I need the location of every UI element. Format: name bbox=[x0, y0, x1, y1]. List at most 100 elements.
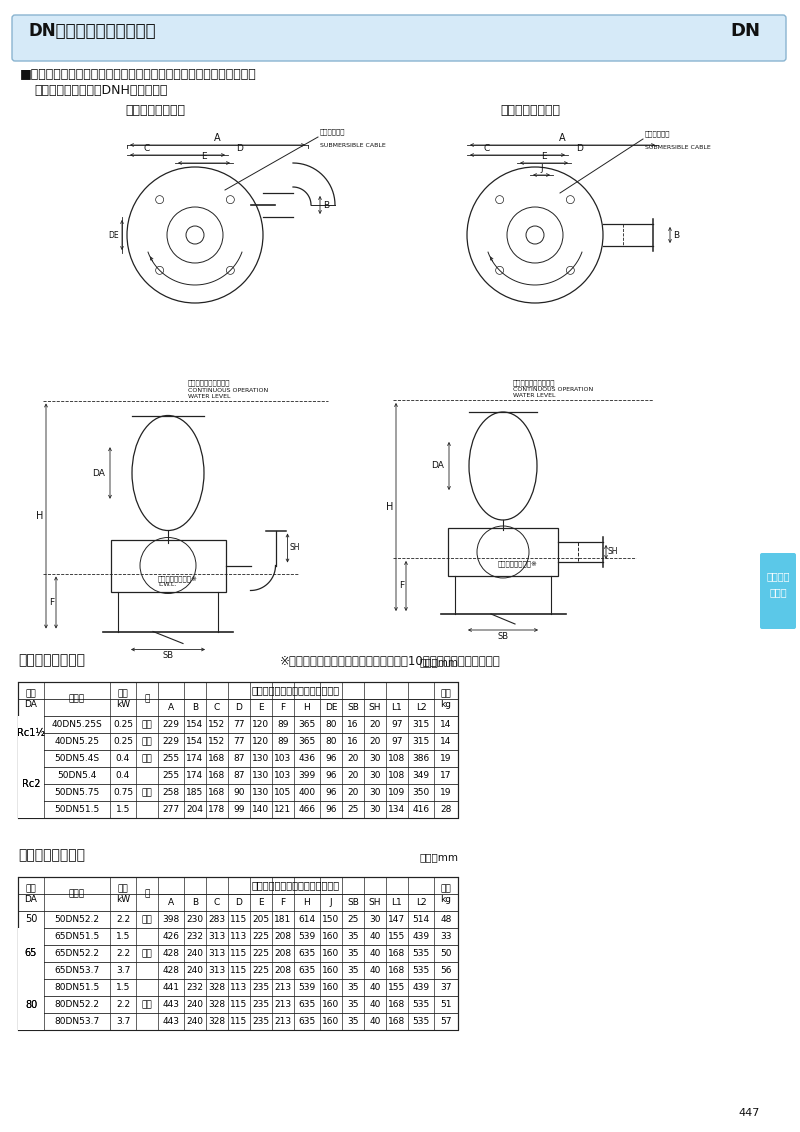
Text: D: D bbox=[235, 898, 242, 907]
Text: B: B bbox=[192, 898, 198, 907]
Text: DA: DA bbox=[431, 462, 444, 471]
Text: H: H bbox=[386, 501, 393, 512]
Text: 204: 204 bbox=[186, 805, 203, 814]
Text: A: A bbox=[214, 132, 221, 143]
Text: H: H bbox=[304, 898, 310, 907]
Text: 441: 441 bbox=[162, 983, 179, 992]
Text: Rc2: Rc2 bbox=[22, 779, 40, 789]
Text: SH: SH bbox=[369, 703, 382, 712]
Text: 103: 103 bbox=[274, 771, 292, 780]
Text: Rc1½: Rc1½ bbox=[17, 728, 45, 738]
Text: Rc1½: Rc1½ bbox=[17, 728, 45, 738]
Text: 386: 386 bbox=[412, 754, 430, 763]
Text: SH: SH bbox=[369, 898, 382, 907]
Text: 40: 40 bbox=[370, 1000, 381, 1009]
Text: 365: 365 bbox=[298, 737, 316, 746]
Text: 0.25: 0.25 bbox=[113, 720, 133, 729]
Text: 160: 160 bbox=[322, 932, 340, 941]
Text: 65DN53.7: 65DN53.7 bbox=[54, 966, 100, 975]
Text: 178: 178 bbox=[208, 805, 226, 814]
Text: 160: 160 bbox=[322, 966, 340, 975]
Text: C: C bbox=[214, 898, 220, 907]
Bar bbox=[18, 928, 43, 978]
Text: 20: 20 bbox=[347, 788, 358, 797]
Text: E: E bbox=[258, 703, 264, 712]
Text: 535: 535 bbox=[412, 949, 430, 958]
Text: 150: 150 bbox=[322, 915, 340, 924]
Text: 328: 328 bbox=[209, 983, 226, 992]
Text: 535: 535 bbox=[412, 966, 430, 975]
Text: 152: 152 bbox=[209, 737, 226, 746]
Text: CONTINUOUS OPERATION: CONTINUOUS OPERATION bbox=[188, 387, 268, 393]
Text: 出力
kW: 出力 kW bbox=[116, 689, 130, 709]
Text: 質量
kg: 質量 kg bbox=[441, 884, 451, 903]
Text: 50DN51.5: 50DN51.5 bbox=[54, 805, 100, 814]
Text: 315: 315 bbox=[412, 720, 430, 729]
Text: 2.2: 2.2 bbox=[116, 915, 130, 924]
Text: 30: 30 bbox=[370, 915, 381, 924]
Text: 258: 258 bbox=[162, 788, 179, 797]
Text: 113: 113 bbox=[230, 983, 248, 992]
Text: L1: L1 bbox=[392, 898, 402, 907]
Text: H: H bbox=[36, 511, 43, 521]
Text: 80DN51.5: 80DN51.5 bbox=[54, 983, 100, 992]
Text: 80: 80 bbox=[326, 720, 337, 729]
Text: 97: 97 bbox=[391, 720, 402, 729]
Text: D: D bbox=[576, 144, 583, 153]
Text: 出力
kW: 出力 kW bbox=[116, 884, 130, 903]
Text: 398: 398 bbox=[162, 915, 180, 924]
Text: 181: 181 bbox=[274, 915, 292, 924]
Text: 14: 14 bbox=[440, 737, 452, 746]
Text: 33: 33 bbox=[440, 932, 452, 941]
Text: 口径
DA: 口径 DA bbox=[25, 689, 38, 709]
Text: 質量
kg: 質量 kg bbox=[441, 689, 451, 709]
Text: 水中ケーブル: 水中ケーブル bbox=[645, 130, 670, 137]
Text: 16: 16 bbox=[347, 720, 358, 729]
Text: 168: 168 bbox=[208, 754, 226, 763]
Text: 90: 90 bbox=[234, 788, 245, 797]
Text: 635: 635 bbox=[298, 1000, 316, 1009]
Text: 1.5: 1.5 bbox=[116, 932, 130, 941]
Text: 19: 19 bbox=[440, 754, 452, 763]
Text: 80: 80 bbox=[326, 737, 337, 746]
Text: 229: 229 bbox=[162, 737, 179, 746]
Text: 連続運転可能最低水位: 連続運転可能最低水位 bbox=[188, 380, 230, 386]
Text: 447: 447 bbox=[738, 1108, 760, 1118]
Text: B: B bbox=[323, 200, 329, 209]
Text: DN: DN bbox=[730, 22, 760, 40]
Text: 40DN5.25S: 40DN5.25S bbox=[52, 720, 102, 729]
Text: 235: 235 bbox=[253, 983, 270, 992]
Text: A: A bbox=[168, 898, 174, 907]
Text: L2: L2 bbox=[416, 703, 426, 712]
Text: 428: 428 bbox=[162, 949, 179, 958]
Text: 208: 208 bbox=[274, 949, 291, 958]
Text: 非自動形（高温仕様DNH型も同一）: 非自動形（高温仕様DNH型も同一） bbox=[34, 84, 167, 97]
Text: DA: DA bbox=[92, 469, 105, 478]
Text: 439: 439 bbox=[413, 983, 430, 992]
Text: E: E bbox=[541, 152, 547, 161]
Text: 40: 40 bbox=[370, 966, 381, 975]
Text: 535: 535 bbox=[412, 1017, 430, 1026]
Text: 635: 635 bbox=[298, 966, 316, 975]
Text: 吐出し曲管一体形: 吐出し曲管一体形 bbox=[18, 653, 85, 667]
Text: 147: 147 bbox=[389, 915, 406, 924]
Text: 運転可能最低水位※: 運転可能最低水位※ bbox=[498, 560, 538, 567]
Text: 96: 96 bbox=[326, 754, 337, 763]
Text: 277: 277 bbox=[162, 805, 179, 814]
Text: ※　運転可能最低水位での運転時間は、10分以内にしてください。: ※ 運転可能最低水位での運転時間は、10分以内にしてください。 bbox=[280, 655, 500, 668]
Text: L1: L1 bbox=[392, 703, 402, 712]
Text: 吐出し曲管一体形: 吐出し曲管一体形 bbox=[125, 104, 185, 117]
Text: 48: 48 bbox=[440, 915, 452, 924]
Text: SUBMERSIBLE CABLE: SUBMERSIBLE CABLE bbox=[320, 143, 386, 148]
Text: 115: 115 bbox=[230, 1000, 248, 1009]
Text: DN型雑排水用水中ポンプ: DN型雑排水用水中ポンプ bbox=[28, 22, 156, 40]
Text: 436: 436 bbox=[298, 754, 315, 763]
Text: 115: 115 bbox=[230, 949, 248, 958]
Text: 51: 51 bbox=[440, 1000, 452, 1009]
Text: 160: 160 bbox=[322, 983, 340, 992]
Text: 155: 155 bbox=[388, 932, 406, 941]
Text: 相: 相 bbox=[144, 695, 150, 703]
Text: 28: 28 bbox=[440, 805, 452, 814]
Text: 50: 50 bbox=[25, 915, 37, 925]
Text: 168: 168 bbox=[388, 1000, 406, 1009]
